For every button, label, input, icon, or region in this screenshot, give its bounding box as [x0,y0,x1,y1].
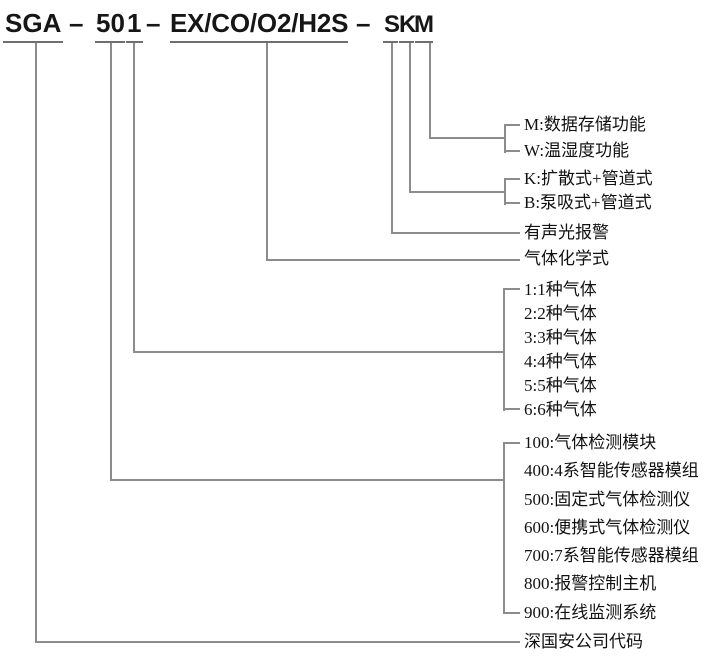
label-gas-count-6: 6:6种气体 [524,400,597,419]
drop-line-gas-formula [266,43,268,261]
connector-gas-count [133,351,505,353]
code-dash-1: – [69,8,84,38]
label-series-600: 600:便携式气体检测仪 [524,518,691,537]
code-segment-sampling: K [399,11,417,38]
bracket-series-vertical [503,442,505,614]
underline-alarm [383,41,398,43]
code-segment-gas-formula: EX/CO/O2/H2S [170,8,349,38]
label-series-400: 400:4系智能传感器模组 [524,461,699,480]
bracket-sampling-vertical [504,178,506,205]
bracket-sampling-tick-bottom [504,202,520,204]
bracket-function-tick-bottom [504,150,520,152]
label-gas-count-5: 5:5种气体 [524,376,597,395]
drop-line-brand [35,43,37,643]
underline-gas-count [126,41,143,43]
code-segment-alarm: S [384,11,401,38]
underline-brand [3,41,63,43]
label-series-900: 900:在线监测系统 [524,603,657,622]
bracket-gas-count-vertical [503,288,505,411]
code-dash-3: – [356,8,371,38]
bracket-function-tick-top [504,124,520,126]
label-series-800: 800:报警控制主机 [524,574,657,593]
drop-line-alarm [391,43,393,234]
drop-line-sampling [409,43,411,193]
code-segment-brand: SGA [5,8,62,38]
label-series-500: 500:固定式气体检测仪 [524,490,691,509]
connector-function [429,137,506,139]
drop-line-gas-count [133,43,135,353]
drop-line-function [429,43,431,139]
label-gas-formula: 气体化学式 [524,249,609,268]
bracket-gas-count-tick-bottom [503,408,520,410]
label-function-m: M:数据存储功能 [524,115,646,134]
label-gas-count-4: 4:4种气体 [524,352,597,371]
underline-sampling [399,41,414,43]
label-alarm: 有声光报警 [524,223,609,242]
label-function-w: W:温湿度功能 [524,141,630,160]
bracket-series-tick-bottom [503,612,520,614]
connector-brand [35,641,520,643]
code-dash-2: – [146,8,161,38]
underline-series [95,41,125,43]
label-gas-count-1: 1:1种气体 [524,280,597,299]
code-segment-gas-count: 1 [127,8,142,38]
bracket-sampling-tick-top [504,178,520,180]
label-sampling-k: K:扩散式+管道式 [524,169,653,188]
label-gas-count-3: 3:3种气体 [524,328,597,347]
label-gas-count-2: 2:2种气体 [524,304,597,323]
label-series-100: 100:气体检测模块 [524,433,657,452]
connector-sampling [409,191,506,193]
code-segment-series: 50 [96,8,125,38]
label-company-code: 深国安公司代码 [524,632,643,651]
label-sampling-b: B:泵吸式+管道式 [524,193,652,212]
underline-gas-formula [170,41,348,43]
drop-line-series [110,43,112,481]
bracket-series-tick-top [503,442,520,444]
code-segment-function: M [414,11,434,38]
connector-gas-formula [266,259,520,261]
label-series-700: 700:7系智能传感器模组 [524,546,699,565]
bracket-gas-count-tick-top [503,288,520,290]
underline-function [415,41,433,43]
connector-alarm [391,232,520,234]
connector-series [110,479,505,481]
bracket-function-vertical [504,124,506,153]
